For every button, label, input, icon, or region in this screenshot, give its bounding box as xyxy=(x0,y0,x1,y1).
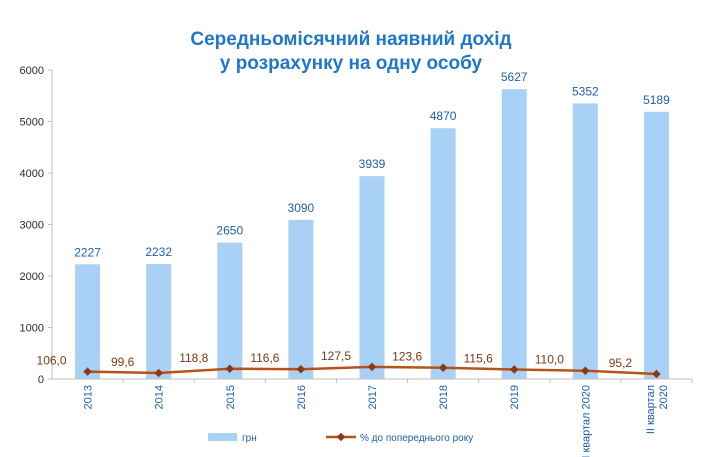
x-tick-label: 2016 xyxy=(296,385,308,409)
bar-value-label: 5189 xyxy=(643,93,670,107)
x-tick-label-line: ІІ квартал xyxy=(645,385,657,434)
bar-value-label: 2232 xyxy=(145,245,172,259)
x-tick-label-line: 2018 xyxy=(438,385,450,409)
legend: грн % до попереднього року xyxy=(208,432,473,444)
line-value-label: 123,6 xyxy=(392,350,422,364)
line-marker xyxy=(438,363,448,372)
line-value-label: 115,6 xyxy=(464,351,493,365)
x-tick-label-line: 2014 xyxy=(154,385,166,409)
line-value-label: 106,0 xyxy=(37,354,67,368)
x-tick-label: 2014 xyxy=(154,385,166,409)
y-tick-label: 2000 xyxy=(20,271,44,283)
y-tick-label: 0 xyxy=(38,374,44,386)
bar-value-label: 2650 xyxy=(216,224,243,238)
line-marker xyxy=(225,364,235,374)
line-value-label: 99,6 xyxy=(111,355,135,369)
x-tick-label-line: 2016 xyxy=(296,385,308,409)
line-marker xyxy=(652,369,661,379)
line-value-label: 95,2 xyxy=(609,356,633,370)
bar-value-label: 3090 xyxy=(288,201,315,215)
bar xyxy=(359,176,385,379)
y-tick-label: 5000 xyxy=(20,117,44,129)
bar xyxy=(572,103,598,379)
x-tick-label-line: 2013 xyxy=(83,385,95,409)
line-marker xyxy=(83,367,92,376)
y-tick-label: 3000 xyxy=(20,220,44,232)
x-tick-label: ІІ квартал2020 xyxy=(645,385,670,434)
bar-value-label: 5352 xyxy=(572,84,599,98)
chart-title: Середньомісячний наявний дохід у розраху… xyxy=(0,28,702,76)
bar xyxy=(501,89,527,379)
y-tick-label: 6000 xyxy=(20,65,44,77)
line-value-label: 116,6 xyxy=(250,351,279,365)
bar xyxy=(288,219,314,379)
line-marker xyxy=(296,365,306,374)
bar xyxy=(75,264,101,379)
x-tick-label: 2017 xyxy=(367,385,379,409)
x-tick-label-line: 2017 xyxy=(367,385,379,409)
x-tick-label: І квартал 2020 xyxy=(580,385,592,457)
y-tick-label: 4000 xyxy=(20,168,44,180)
line-marker xyxy=(509,365,519,374)
line-series: 106,0 99,6 118,8 116,6 127,5 123,6 115,6 110,0 9… xyxy=(37,349,661,379)
bar xyxy=(217,242,243,379)
bar-value-label: 5627 xyxy=(501,70,528,84)
x-tick-label: 2019 xyxy=(509,385,521,409)
bar-value-label: 2227 xyxy=(74,245,101,259)
y-axis: 0 1000 2000 3000 4000 5000 6000 xyxy=(20,65,53,386)
bar-value-label: 4870 xyxy=(430,109,457,123)
chart-title-line-1: Середньомісячний наявний дохід xyxy=(190,29,512,50)
line-value-label: 110,0 xyxy=(535,353,564,367)
line-value-label: 127,5 xyxy=(321,349,351,363)
bar xyxy=(643,111,669,379)
x-tick-label: 2018 xyxy=(438,385,450,409)
line-marker xyxy=(367,362,377,372)
line-marker xyxy=(581,366,590,375)
bar-value-label: 3939 xyxy=(359,157,386,171)
x-tick-label: 2015 xyxy=(225,385,237,409)
bar-series: 2227 2232 2650 3090 3939 4870 5627 5352 5189 xyxy=(74,70,670,379)
bar xyxy=(146,264,172,379)
x-tick-label-line: 2015 xyxy=(225,385,237,409)
line-value-label: 118,8 xyxy=(179,351,208,365)
x-axis: 2013 2014 2015 2016 2017 2018 2019 І квартал 20… xyxy=(52,378,693,457)
x-tick-label-line: І квартал 2020 xyxy=(580,385,592,457)
x-tick-label: 2013 xyxy=(83,385,95,409)
bar xyxy=(430,128,456,379)
x-tick-label-line: 2019 xyxy=(509,385,521,409)
legend-line-marker xyxy=(336,432,346,442)
legend-bar-swatch xyxy=(208,433,237,441)
legend-line-label: % до попереднього року xyxy=(360,433,473,444)
legend-bar-label: грн xyxy=(242,433,257,444)
chart-title-line-2: у розрахунку на одну особу xyxy=(219,53,483,74)
x-tick-label-line: 2020 xyxy=(658,385,670,409)
y-tick-label: 1000 xyxy=(20,323,44,335)
line-marker xyxy=(154,368,163,378)
